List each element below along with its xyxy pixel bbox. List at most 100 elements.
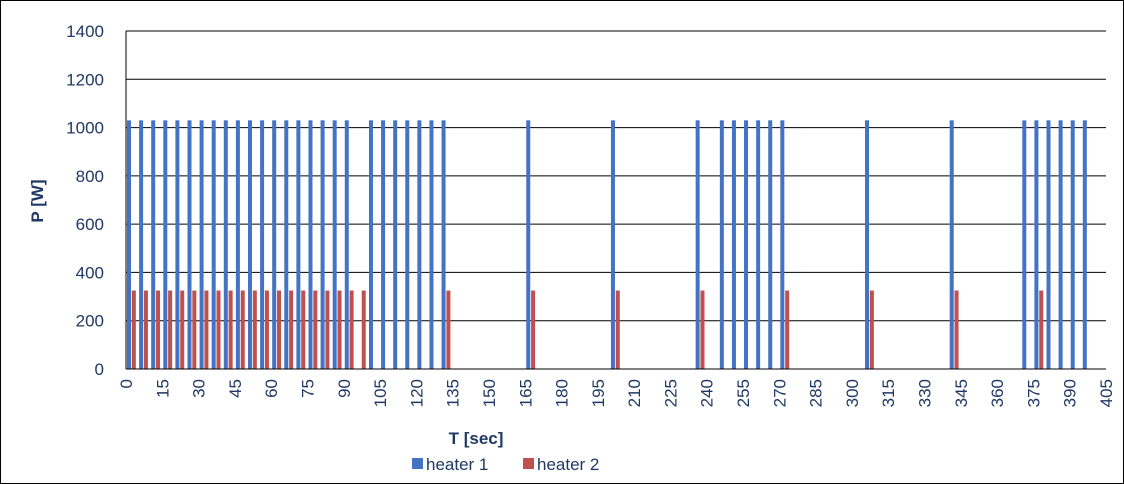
bar-heater-2 — [180, 290, 185, 369]
bar-heater-1 — [1070, 120, 1075, 369]
bar-heater-2 — [615, 290, 620, 369]
bar-heater-2 — [168, 290, 173, 369]
y-tick-label: 1200 — [66, 70, 104, 89]
x-tick-label: 300 — [843, 379, 862, 407]
bar-heater-2 — [192, 290, 197, 369]
bar-heater-1 — [235, 120, 240, 369]
bar-heater-1 — [1022, 120, 1027, 369]
bar-heater-1 — [127, 120, 131, 369]
y-tick-label: 1400 — [66, 22, 104, 41]
y-tick-label: 600 — [76, 215, 104, 234]
x-tick-label: 255 — [734, 379, 753, 407]
bar-heater-1 — [1058, 120, 1063, 369]
x-tick-label: 45 — [226, 379, 245, 398]
bar-heater-1 — [780, 120, 785, 369]
x-tick-label: 165 — [516, 379, 535, 407]
bar-heater-1 — [187, 120, 192, 369]
bar-heater-1 — [260, 120, 265, 369]
x-tick-label: 375 — [1024, 379, 1043, 407]
bar-heater-1 — [139, 120, 144, 369]
x-tick-label: 60 — [262, 379, 281, 398]
bar-heater-1 — [308, 120, 313, 369]
bar-heater-1 — [756, 120, 761, 369]
gridlines — [126, 30, 1106, 322]
bar-heater-1 — [417, 120, 422, 369]
bar-heater-2 — [252, 290, 257, 369]
bar-heater-1 — [284, 120, 289, 369]
bar-heater-1 — [744, 120, 749, 369]
bar-heater-1 — [381, 120, 386, 369]
x-tick-label: 105 — [371, 379, 390, 407]
bar-heater-2 — [531, 290, 536, 369]
y-tick-label: 800 — [76, 167, 104, 186]
legend-swatch-heater-1 — [412, 458, 423, 469]
x-tick-label: 345 — [952, 379, 971, 407]
x-tick-label: 285 — [807, 379, 826, 407]
bar-heater-2 — [349, 290, 354, 369]
legend-label-heater-1: heater 1 — [426, 455, 488, 474]
bar-heater-1 — [320, 120, 325, 369]
bar-heater-1 — [949, 120, 954, 369]
x-tick-label: 90 — [335, 379, 354, 398]
x-tick-label: 15 — [153, 379, 172, 398]
bar-heater-2 — [289, 290, 294, 369]
bar-heater-1 — [1034, 120, 1039, 369]
x-tick-label: 0 — [117, 379, 136, 388]
bar-heater-2 — [785, 290, 790, 369]
bar-heater-2 — [1039, 290, 1044, 369]
bar-heater-2 — [325, 290, 330, 369]
bar-heater-1 — [865, 120, 870, 369]
x-tick-label: 240 — [698, 379, 717, 407]
bar-heater-1 — [332, 120, 337, 369]
x-axis-title: T [sec] — [449, 429, 504, 448]
bar-heater-2 — [301, 290, 306, 369]
bar-heater-1 — [344, 120, 349, 369]
bar-heater-1 — [151, 120, 156, 369]
x-tick-label: 75 — [298, 379, 317, 398]
x-tick-label: 405 — [1097, 379, 1116, 407]
bar-heater-1 — [296, 120, 301, 369]
bar-heater-2 — [240, 290, 245, 369]
x-tick-label: 315 — [879, 379, 898, 407]
y-axis-title: P [W] — [28, 179, 47, 222]
bar-heater-2 — [204, 290, 209, 369]
bar-heater-1 — [368, 120, 373, 369]
bar-heater-2 — [313, 290, 318, 369]
x-tick-label: 120 — [407, 379, 426, 407]
bar-heater-1 — [719, 120, 724, 369]
x-tick-label: 360 — [988, 379, 1007, 407]
bar-heater-1 — [247, 120, 252, 369]
bar-heater-2 — [446, 290, 451, 369]
x-tick-label: 330 — [916, 379, 935, 407]
bar-heater-2 — [131, 290, 136, 369]
bar-heater-1 — [272, 120, 277, 369]
x-tick-label: 390 — [1061, 379, 1080, 407]
legend: heater 1 heater 2 — [412, 455, 599, 474]
y-tick-labels: 0 200 400 600 800 1000 1200 1400 — [66, 22, 104, 379]
y-tick-label: 200 — [76, 312, 104, 331]
bar-heater-2 — [361, 290, 366, 369]
y-tick-label: 400 — [76, 263, 104, 282]
legend-label-heater-2: heater 2 — [537, 455, 599, 474]
bar-heater-1 — [429, 120, 434, 369]
y-tick-label: 0 — [95, 360, 104, 379]
bar-heater-2 — [156, 290, 161, 369]
bar-heater-1 — [405, 120, 410, 369]
legend-swatch-heater-2 — [523, 458, 534, 469]
bar-heater-1 — [441, 120, 446, 369]
bar-heater-2 — [869, 290, 874, 369]
bar-heater-1 — [199, 120, 204, 369]
bar-heater-2 — [264, 290, 269, 369]
bar-heater-1 — [393, 120, 398, 369]
bar-heater-1 — [1046, 120, 1051, 369]
bar-heater-1 — [695, 120, 700, 369]
bar-heater-2 — [216, 290, 221, 369]
bar-heater-1 — [223, 120, 228, 369]
bar-heater-1 — [211, 120, 216, 369]
bar-heater-1 — [163, 120, 168, 369]
x-tick-label: 135 — [444, 379, 463, 407]
x-tick-label: 210 — [625, 379, 644, 407]
x-tick-label: 150 — [480, 379, 499, 407]
